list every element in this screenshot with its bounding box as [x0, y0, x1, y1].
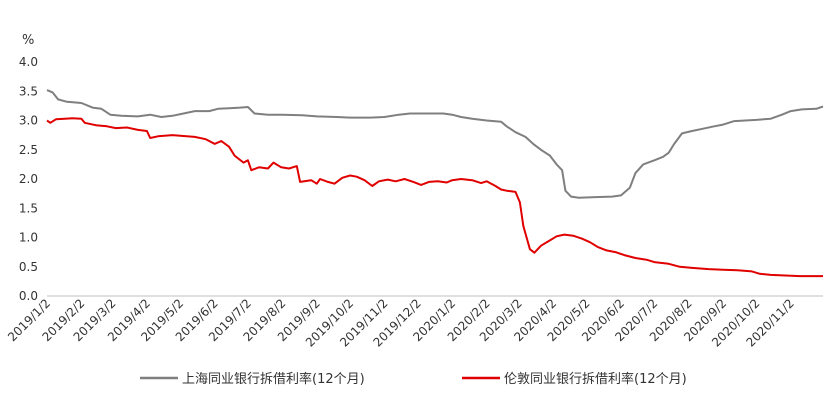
y-tick-label: 2.5: [19, 143, 38, 157]
y-axis-ticks: 4.0 3.5 3.0 2.5 2.0 1.5 1.0 0.5 0.0: [19, 55, 38, 303]
y-tick-label: 3.5: [19, 84, 38, 98]
y-axis-unit: %: [22, 33, 34, 48]
y-tick-label: 3.0: [19, 114, 38, 128]
series-line-shibor: [46, 89, 824, 199]
series-lines: [46, 89, 824, 278]
y-tick-label: 1.0: [19, 231, 38, 245]
x-axis-ticks: 2019/1/22019/2/22019/3/22019/4/22019/5/2…: [5, 296, 797, 349]
series-line-libor: [46, 117, 823, 278]
legend-label-shibor: 上海同业银行拆借利率(12个月): [182, 371, 365, 387]
y-tick-label: 2.0: [19, 172, 38, 186]
y-tick-label: 0.5: [19, 260, 38, 274]
y-tick-label: 1.5: [19, 201, 38, 215]
legend-label-libor: 伦敦同业银行拆借利率(12个月): [504, 371, 687, 387]
legend: 上海同业银行拆借利率(12个月) 伦敦同业银行拆借利率(12个月): [140, 371, 687, 387]
y-tick-label: 0.0: [19, 289, 38, 303]
y-tick-label: 4.0: [19, 55, 38, 69]
